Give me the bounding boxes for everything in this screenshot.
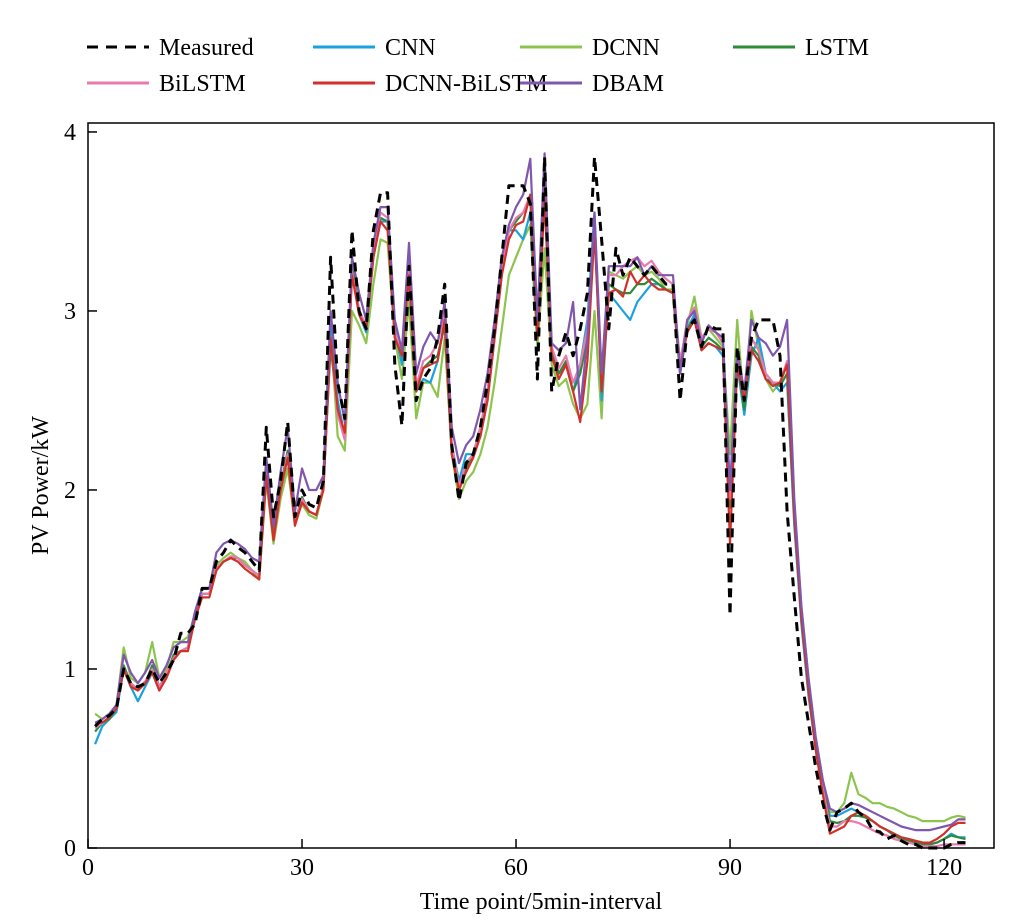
x-tick-label: 0 <box>82 855 94 881</box>
y-tick-label: 0 <box>64 836 76 862</box>
legend-label: DBAM <box>592 71 664 97</box>
y-tick-label: 2 <box>64 478 76 504</box>
y-tick-label: 4 <box>64 120 76 146</box>
series-line-lstm <box>94 188 966 846</box>
x-tick-label: 60 <box>504 855 528 881</box>
series-line-dcnn-bilstm <box>95 193 966 844</box>
series-lines <box>94 152 966 850</box>
y-axis-ticks: 0 1 2 3 4 <box>64 120 97 862</box>
series-line-dbam <box>94 152 966 832</box>
y-tick-label: 3 <box>64 299 76 325</box>
series-line-cnn <box>94 184 966 846</box>
legend-item: BiLSTM <box>87 71 246 97</box>
legend-label: Measured <box>159 35 254 61</box>
series-line-measured <box>94 155 966 850</box>
legend: Measured CNN DCNN LSTM BiLSTM DCNN-BiLSTM DBAM <box>87 35 869 97</box>
y-axis-label: PV Power/kW <box>28 416 54 555</box>
series-line-bilstm <box>94 184 966 848</box>
legend-item: DCNN <box>520 35 660 61</box>
x-tick-label: 90 <box>718 855 742 881</box>
legend-label: BiLSTM <box>159 71 246 97</box>
x-tick-label: 30 <box>290 855 314 881</box>
x-axis-ticks: 0 30 60 90 120 <box>82 839 962 881</box>
legend-label: CNN <box>385 35 436 61</box>
legend-item: DBAM <box>520 71 664 97</box>
x-axis-label: Time point/5min-interval <box>420 889 663 915</box>
legend-item: LSTM <box>733 35 869 61</box>
legend-item: Measured <box>87 35 254 61</box>
plot-frame <box>87 122 995 849</box>
y-tick-label: 1 <box>64 657 76 683</box>
legend-item: DCNN-BiLSTM <box>313 71 548 97</box>
x-tick-label: 120 <box>926 855 962 881</box>
legend-label: DCNN <box>592 35 660 61</box>
legend-item: CNN <box>313 35 436 61</box>
legend-label: LSTM <box>805 35 869 61</box>
series-line-dcnn <box>94 223 966 823</box>
